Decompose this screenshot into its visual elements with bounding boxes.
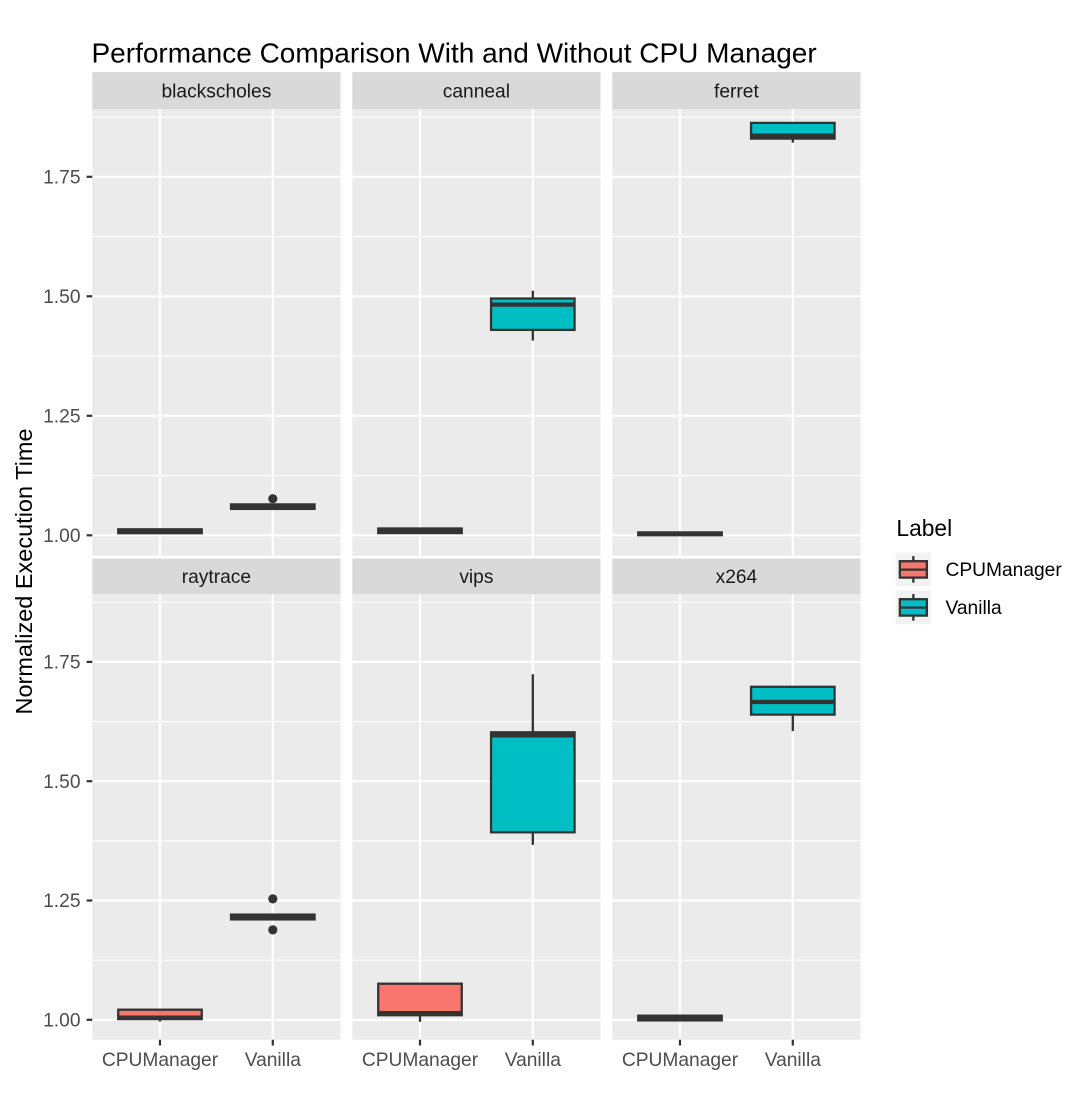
- svg-text:x264: x264: [716, 567, 758, 588]
- svg-text:1.00: 1.00: [43, 526, 80, 547]
- svg-text:Vanilla: Vanilla: [505, 1050, 562, 1071]
- svg-text:1.75: 1.75: [43, 167, 80, 188]
- svg-text:1.75: 1.75: [43, 653, 80, 674]
- svg-text:1.00: 1.00: [43, 1010, 80, 1031]
- svg-text:raytrace: raytrace: [182, 567, 251, 588]
- svg-text:ferret: ferret: [714, 81, 759, 102]
- svg-text:Vanilla: Vanilla: [765, 1050, 822, 1071]
- svg-text:vips: vips: [459, 567, 493, 588]
- svg-text:Normalized Execution Time: Normalized Execution Time: [11, 428, 37, 714]
- svg-text:CPUManager: CPUManager: [622, 1050, 739, 1071]
- svg-text:Vanilla: Vanilla: [946, 598, 1003, 619]
- svg-text:blackscholes: blackscholes: [161, 81, 271, 102]
- svg-text:Performance Comparison With an: Performance Comparison With and Without …: [92, 38, 817, 69]
- svg-text:CPUManager: CPUManager: [946, 560, 1063, 581]
- svg-text:Label: Label: [896, 515, 952, 541]
- svg-text:1.50: 1.50: [43, 287, 80, 308]
- svg-text:1.50: 1.50: [43, 772, 80, 793]
- svg-text:canneal: canneal: [443, 81, 510, 102]
- svg-text:Vanilla: Vanilla: [245, 1050, 302, 1071]
- svg-text:CPUManager: CPUManager: [102, 1050, 219, 1071]
- svg-text:1.25: 1.25: [43, 406, 80, 427]
- svg-text:CPUManager: CPUManager: [362, 1050, 479, 1071]
- svg-text:1.25: 1.25: [43, 891, 80, 912]
